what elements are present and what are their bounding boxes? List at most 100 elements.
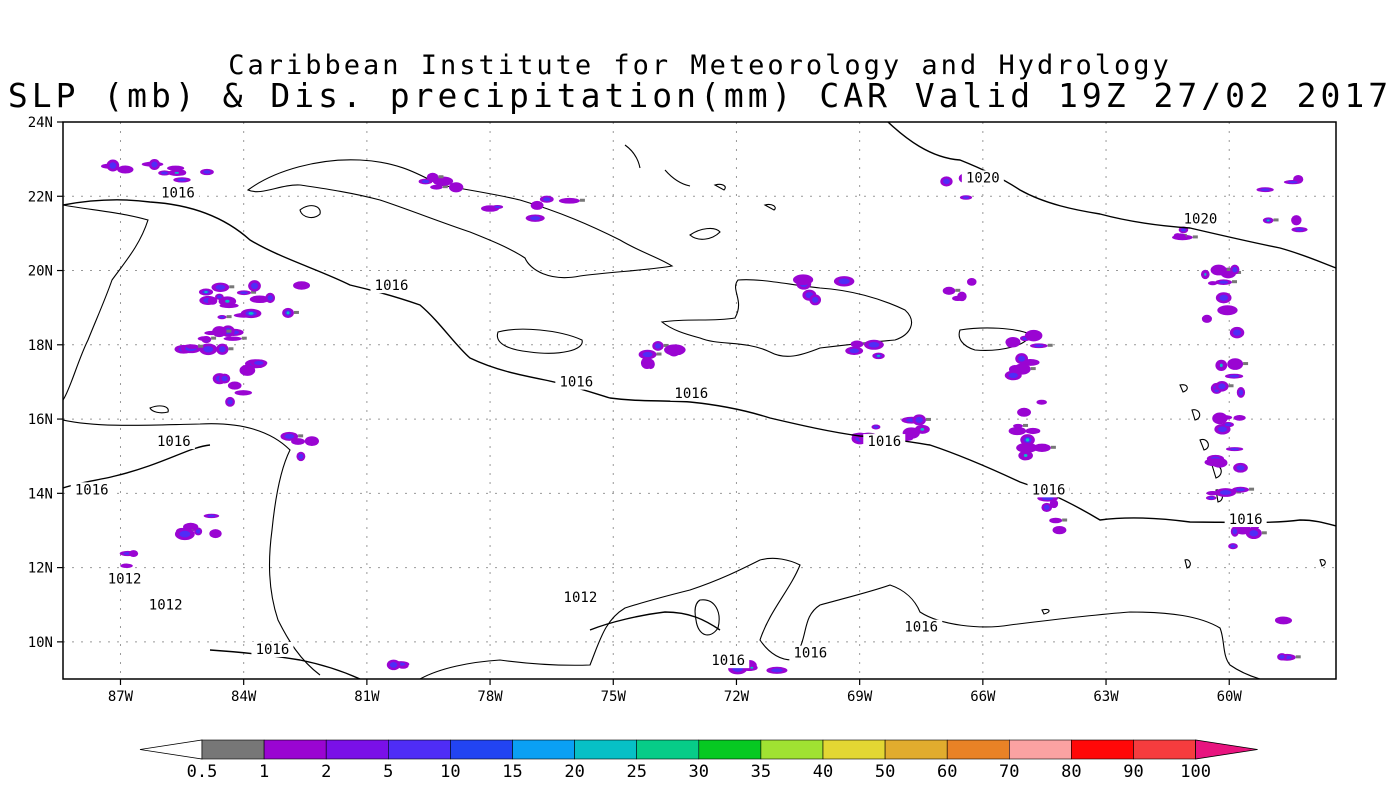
precip-trace	[1249, 487, 1255, 491]
isobar-1016-north	[63, 199, 1336, 527]
axes: 24N 22N 20N 18N 16N 14N 12N 10N 87W 84W 81W 78W 75W 7…	[28, 115, 1243, 705]
precip-core	[868, 342, 880, 348]
colorbar-label: 2	[321, 762, 331, 782]
precip-core	[109, 162, 117, 169]
precip-peak	[876, 354, 881, 357]
isobar-label-bg	[70, 482, 113, 498]
precip-core	[1295, 228, 1304, 232]
isobar-label: 1016	[904, 620, 938, 636]
precip-blob	[1024, 329, 1043, 342]
cuba-coast	[246, 159, 674, 279]
precip-blob	[792, 274, 814, 286]
precip-core	[1214, 389, 1219, 393]
precip-trace	[442, 185, 448, 189]
colorbar-label: 10	[440, 762, 460, 782]
precip-blob	[304, 436, 319, 447]
precip-blob	[1227, 358, 1244, 370]
precip-core	[1033, 344, 1044, 348]
lat-label: 14N	[28, 486, 53, 502]
isobar-label: 1016	[161, 185, 195, 201]
precip-core	[915, 416, 923, 423]
precip-blob	[530, 200, 544, 210]
precip-blob	[212, 326, 227, 338]
colorbar-label: 60	[937, 762, 957, 782]
precip-core	[203, 170, 211, 174]
precip-core	[543, 197, 551, 202]
isobar-label: 1012	[108, 571, 142, 587]
precip-blob	[1049, 499, 1059, 509]
isobar-1012-south	[589, 611, 721, 631]
precip-blob	[1201, 314, 1213, 323]
precip-core	[421, 179, 430, 184]
precip-blob	[942, 286, 956, 295]
colombia-coast	[419, 557, 801, 679]
precip-trace	[226, 315, 232, 319]
colorbar-label: 80	[1061, 762, 1081, 782]
precip-peak	[750, 666, 754, 669]
colorbar-label: 70	[999, 762, 1019, 782]
hispaniola-coast	[660, 279, 913, 357]
isobar-label-bg	[103, 571, 146, 587]
precip-core	[195, 529, 201, 534]
antilles-islands	[1041, 384, 1224, 615]
precip-trace	[663, 343, 669, 347]
precip-core	[221, 375, 228, 382]
isobar-label: 1016	[711, 653, 745, 669]
isobar-label-bg	[670, 385, 713, 401]
lon-label: 75W	[601, 689, 627, 705]
precip-core	[1218, 426, 1227, 433]
bahamas-islands	[624, 144, 776, 240]
precip-blob	[1207, 281, 1218, 286]
isobar-label-bg	[251, 642, 294, 658]
lon-label: 87W	[108, 689, 134, 705]
isobar-label-bg	[144, 597, 187, 613]
lat-label: 12N	[28, 561, 53, 577]
colorbar-segment	[760, 739, 824, 760]
precip-trace	[229, 285, 235, 289]
precip-core	[771, 668, 783, 673]
colorbar-segment	[1071, 739, 1134, 760]
isobar-label-bg	[370, 278, 413, 294]
isobar-label: 1016	[674, 386, 708, 402]
colorbar: 0.5 1 2 5 10 15 20 25 30 35 40 50 60 70 80 90 100	[139, 739, 1258, 782]
colorbar-lower-arrow	[139, 739, 203, 760]
isobar-label: 1016	[375, 278, 409, 294]
precip-blob	[1016, 442, 1038, 453]
jamaica-coast	[496, 328, 583, 354]
precip-blob	[1212, 412, 1228, 425]
precip-peak	[248, 312, 254, 315]
isobar-label: 1012	[149, 597, 183, 613]
precip-blob	[197, 336, 212, 341]
precip-trace	[226, 329, 232, 333]
colorbar-segment	[387, 739, 451, 760]
precip-core	[251, 282, 259, 290]
precip-blob	[448, 182, 464, 193]
honduras-coast	[63, 419, 321, 676]
precip-blob	[1017, 407, 1032, 417]
precip-trace	[1273, 218, 1279, 222]
precip-blob	[664, 344, 686, 356]
precip-core	[494, 205, 501, 209]
precip-peak	[1204, 273, 1207, 276]
precip-core	[1224, 423, 1232, 427]
precip-trace	[1050, 445, 1056, 449]
precip-blob	[1033, 443, 1051, 452]
precip-peak	[225, 299, 230, 303]
colorbar-segment	[574, 739, 637, 760]
precip-trace	[241, 336, 247, 340]
precip-blob	[1233, 415, 1246, 421]
precip-core	[1219, 294, 1229, 301]
precip-trace	[293, 310, 299, 314]
colorbar-label: 40	[813, 762, 833, 782]
isobar-label-bg	[555, 374, 598, 390]
isobar-label-bg	[156, 185, 199, 201]
isobar-label: 1016	[794, 646, 828, 662]
lat-label: 18N	[28, 338, 53, 354]
precip-core	[215, 284, 226, 290]
precip-trace	[1023, 423, 1029, 427]
puerto-rico-coast	[958, 327, 1031, 351]
precip-blob	[1217, 305, 1238, 316]
lake-maracaibo-coast	[694, 599, 720, 636]
precip-core	[1218, 383, 1226, 390]
precip-core	[962, 196, 970, 199]
